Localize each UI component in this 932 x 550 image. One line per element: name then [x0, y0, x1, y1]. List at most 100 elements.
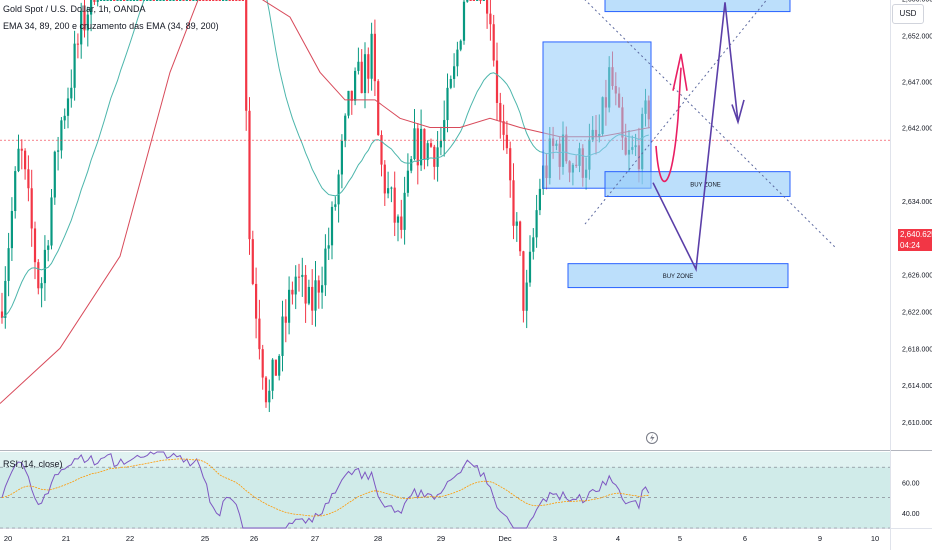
candle-body	[179, 0, 182, 1]
candle-body	[208, 0, 211, 1]
candle-body	[370, 33, 373, 79]
candle-body	[212, 0, 215, 1]
candle-body	[354, 70, 357, 101]
candle-body	[499, 102, 502, 122]
candle-body	[10, 210, 13, 249]
time-tick-label: 29	[437, 534, 445, 543]
candle-body	[459, 40, 462, 50]
candle-body	[149, 0, 152, 1]
candle-body	[40, 283, 43, 289]
candle-body	[403, 192, 406, 230]
candle-body	[469, 0, 472, 1]
candle-body	[238, 0, 241, 1]
candle-body	[456, 49, 459, 67]
rsi-pane	[0, 452, 890, 528]
arrowhead-up	[672, 53, 688, 91]
candle-body	[235, 0, 238, 1]
candle-body	[136, 0, 139, 1]
candle-body	[443, 120, 446, 141]
candle-body	[396, 216, 400, 223]
candle-body	[123, 0, 126, 1]
candle-body	[271, 359, 274, 391]
time-tick-label: 21	[62, 534, 70, 543]
candle-body	[53, 151, 56, 198]
candle-body	[462, 1, 466, 41]
current-price-tag: 2,640.625 04:24	[898, 229, 932, 251]
candle-body	[505, 134, 508, 149]
candle-body	[330, 206, 334, 246]
candle-body	[251, 239, 254, 284]
time-tick-label: 22	[126, 534, 134, 543]
candle-body	[47, 245, 50, 250]
candle-body	[439, 140, 442, 148]
candle-body	[172, 0, 175, 1]
rsi-tick-label: 60.00	[902, 480, 920, 487]
price-tick-label: 2,626.000	[902, 273, 932, 280]
candle-body	[321, 285, 324, 293]
candle-body	[344, 115, 347, 141]
price-tick-label: 2,652.000	[902, 34, 932, 41]
candle-body	[119, 0, 122, 1]
candle-body	[152, 0, 155, 1]
candle-body	[228, 0, 231, 1]
price-tick-label: 2,622.000	[902, 310, 932, 317]
candle-body	[231, 0, 235, 1]
candle-body	[132, 0, 136, 1]
candle-body	[337, 174, 340, 205]
consolidation-box	[542, 41, 652, 189]
candle-body	[284, 316, 287, 323]
zone-label: BUY ZONE	[663, 274, 694, 280]
candle-body	[433, 146, 436, 167]
candle-body	[535, 210, 538, 238]
rsi-label: RSI (14, close)	[3, 459, 63, 469]
time-tick-label: 10	[871, 534, 879, 543]
candle-body	[66, 98, 70, 116]
candle-body	[113, 0, 116, 1]
candle-body	[192, 0, 195, 1]
candle-body	[80, 10, 83, 45]
candle-body	[297, 276, 301, 278]
candle-body	[294, 276, 297, 295]
price-tick-label: 2,618.000	[902, 346, 932, 353]
candle-body	[195, 0, 198, 1]
bullish-arrow	[655, 67, 682, 182]
candle-body	[406, 170, 409, 193]
ema-indicator-label: EMA 34, 89, 200 e cruzamento das EMA (34…	[3, 21, 219, 31]
candle-body	[512, 180, 515, 226]
currency-button[interactable]: USD	[892, 4, 924, 24]
descending-trendline	[584, 0, 836, 248]
candle-body	[169, 0, 172, 1]
candle-body	[400, 216, 403, 230]
candle-body	[495, 60, 499, 103]
candle-body	[0, 311, 4, 318]
time-tick-label: 6	[743, 534, 747, 543]
candle-body	[347, 90, 350, 116]
price-tick-label: 2,647.000	[902, 80, 932, 87]
candle-body	[57, 150, 60, 152]
candle-body	[205, 0, 208, 1]
zone-rect	[604, 171, 791, 198]
candle-body	[83, 10, 86, 31]
candle-body	[363, 54, 367, 94]
time-tick-label: 5	[678, 534, 682, 543]
candle-body	[472, 0, 475, 1]
zone-rect	[604, 0, 791, 13]
candle-body	[317, 280, 320, 293]
candle-body	[27, 169, 30, 189]
candle-body	[4, 280, 7, 318]
candle-body	[453, 66, 456, 79]
candle-body	[324, 248, 327, 286]
candle-body	[304, 274, 307, 304]
candle-body	[30, 188, 33, 229]
candle-body	[146, 0, 149, 1]
candle-body	[515, 221, 518, 226]
candle-body	[90, 0, 93, 15]
candle-body	[519, 221, 522, 252]
candle-body	[241, 0, 244, 1]
candle-body	[367, 54, 370, 79]
candle-body	[387, 188, 390, 194]
candle-body	[43, 249, 46, 284]
candle-body	[426, 143, 429, 160]
time-tick-label: 27	[311, 534, 319, 543]
candle-body	[476, 0, 479, 1]
